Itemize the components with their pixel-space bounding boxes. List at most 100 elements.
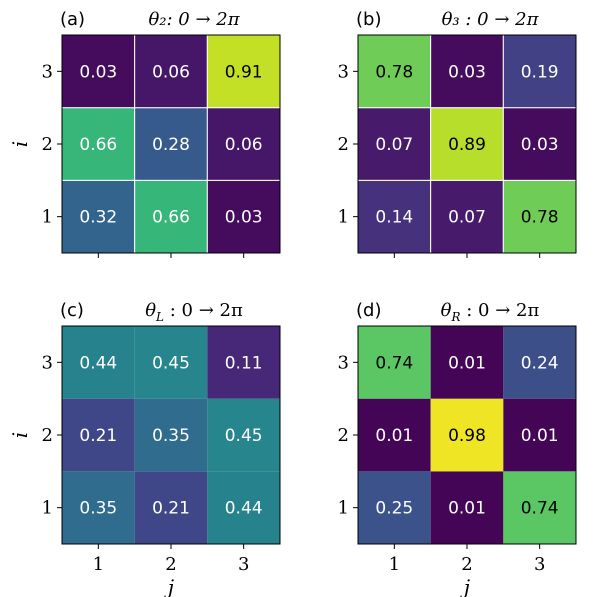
heatmap-cell: [502, 107, 577, 181]
cell-value-label: 0.03: [448, 62, 486, 82]
cell-value-label: 0.21: [152, 499, 190, 519]
panel-title: θR : 0 → 2π: [441, 300, 540, 324]
heatmap-cell: [357, 34, 432, 109]
cell-value-label: 0.07: [375, 135, 413, 155]
x-tick-label: 2: [461, 554, 472, 575]
cell-value-label: 0.14: [375, 208, 413, 228]
heatmap-cell: [430, 398, 504, 472]
heatmap-cell: [206, 34, 281, 109]
heatmap-cell: [430, 34, 504, 109]
heatmap-cell: [134, 471, 208, 544]
y-tick-label: 2: [338, 425, 349, 446]
cell-value-label: 0.98: [448, 426, 486, 446]
cell-value-label: 0.03: [225, 208, 263, 228]
cell-value-label: 0.35: [152, 426, 190, 446]
y-tick-label: 3: [42, 352, 53, 373]
heatmap-cell: [134, 398, 208, 472]
panel-title: θL : 0 → 2π: [145, 300, 243, 324]
cell-value-label: 0.91: [225, 62, 263, 82]
y-tick-label: 2: [42, 425, 53, 446]
heatmap-panel: 0.14 0.07 0.78 0.07 0.89 0.03 0.78 0.03 0.19 1 2 3 (…: [338, 9, 577, 258]
x-tick-label: 1: [93, 554, 104, 575]
cell-value-label: 0.78: [521, 208, 559, 228]
cell-value-label: 0.28: [152, 135, 190, 155]
heatmap-cell: [61, 179, 136, 254]
cell-value-label: 0.44: [79, 353, 117, 373]
cell-value-label: 0.01: [448, 499, 486, 519]
heatmap-cell: [430, 179, 504, 254]
heatmap-cell: [62, 471, 135, 544]
cell-value-label: 0.45: [152, 353, 190, 373]
cell-value-label: 0.25: [375, 499, 413, 519]
cell-value-label: 0.32: [79, 208, 117, 228]
heatmap-cell: [358, 326, 431, 399]
heatmap-cell: [206, 107, 281, 181]
cell-value-label: 0.01: [448, 353, 486, 373]
cell-value-label: 0.03: [521, 135, 559, 155]
heatmap-cell: [134, 179, 208, 254]
heatmap-cell: [207, 471, 280, 544]
heatmap-cell: [503, 398, 576, 472]
y-tick-label: 1: [338, 498, 349, 519]
x-tick-label: 2: [165, 554, 176, 575]
heatmap-cell: [503, 326, 576, 399]
y-tick-label: 2: [42, 134, 53, 155]
y-tick-label: 1: [42, 498, 53, 519]
heatmap-cell: [430, 326, 504, 399]
heatmap-cell: [503, 471, 576, 544]
heatmap-cell: [358, 398, 431, 472]
cell-value-label: 0.06: [225, 135, 263, 155]
cell-value-label: 0.74: [521, 499, 559, 519]
y-axis-label: i: [8, 432, 32, 438]
y-tick-label: 3: [338, 61, 349, 82]
panel-title: θ₃ : 0 → 2π: [442, 9, 540, 30]
heatmap-cell: [62, 398, 135, 472]
heatmap-cell: [502, 179, 577, 254]
panel-label: (d): [356, 300, 381, 321]
cell-value-label: 0.21: [79, 426, 117, 446]
x-axis-label: j: [164, 575, 174, 597]
cell-value-label: 0.74: [375, 353, 413, 373]
panel-label: (c): [60, 300, 84, 321]
x-tick-label: 3: [238, 554, 249, 575]
heatmap-cell: [358, 471, 431, 544]
cell-value-label: 0.07: [448, 208, 486, 228]
heatmap-cell: [134, 34, 208, 109]
cell-value-label: 0.35: [79, 499, 117, 519]
y-tick-label: 1: [42, 207, 53, 228]
x-tick-label: 3: [534, 554, 545, 575]
heatmap-cell: [134, 107, 208, 181]
y-tick-label: 2: [338, 134, 349, 155]
cell-value-label: 0.01: [521, 426, 559, 446]
cell-value-label: 0.01: [375, 426, 413, 446]
cell-value-label: 0.89: [448, 135, 486, 155]
panel-label: (a): [60, 9, 85, 30]
heatmap-cell: [502, 34, 577, 109]
cell-value-label: 0.45: [225, 426, 263, 446]
heatmap-panel: 0.35 0.21 0.44 0.21 0.35 0.45 0.44 0.45 0.11 1 2 3 1…: [8, 300, 281, 597]
heatmap-cell: [134, 326, 208, 399]
heatmap-cell: [207, 398, 280, 472]
cell-value-label: 0.03: [79, 62, 117, 82]
heatmap-cell: [62, 326, 135, 399]
heatmap-cell: [430, 107, 504, 181]
cell-value-label: 0.19: [521, 62, 559, 82]
heatmap-cell: [357, 107, 432, 181]
x-axis-label: j: [460, 575, 470, 597]
heatmap-cell: [61, 107, 136, 181]
x-tick-label: 1: [389, 554, 400, 575]
panel-title: θ₂: 0 → 2π: [148, 9, 240, 30]
cell-value-label: 0.24: [521, 353, 559, 373]
heatmap-cell: [207, 326, 280, 399]
heatmap-cell: [430, 471, 504, 544]
cell-value-label: 0.11: [225, 353, 263, 373]
y-tick-label: 1: [338, 207, 349, 228]
cell-value-label: 0.66: [79, 135, 117, 155]
y-axis-label: i: [8, 141, 32, 147]
panel-label: (b): [356, 9, 381, 30]
y-tick-label: 3: [338, 352, 349, 373]
cell-value-label: 0.44: [225, 499, 263, 519]
heatmap-panel: 0.32 0.66 0.03 0.66 0.28 0.06 0.03 0.06 0.91 1 2 3 (…: [8, 9, 281, 258]
heatmap-panel: 0.25 0.01 0.74 0.01 0.98 0.01 0.74 0.01 0.24 1 2 3 1…: [338, 300, 577, 597]
